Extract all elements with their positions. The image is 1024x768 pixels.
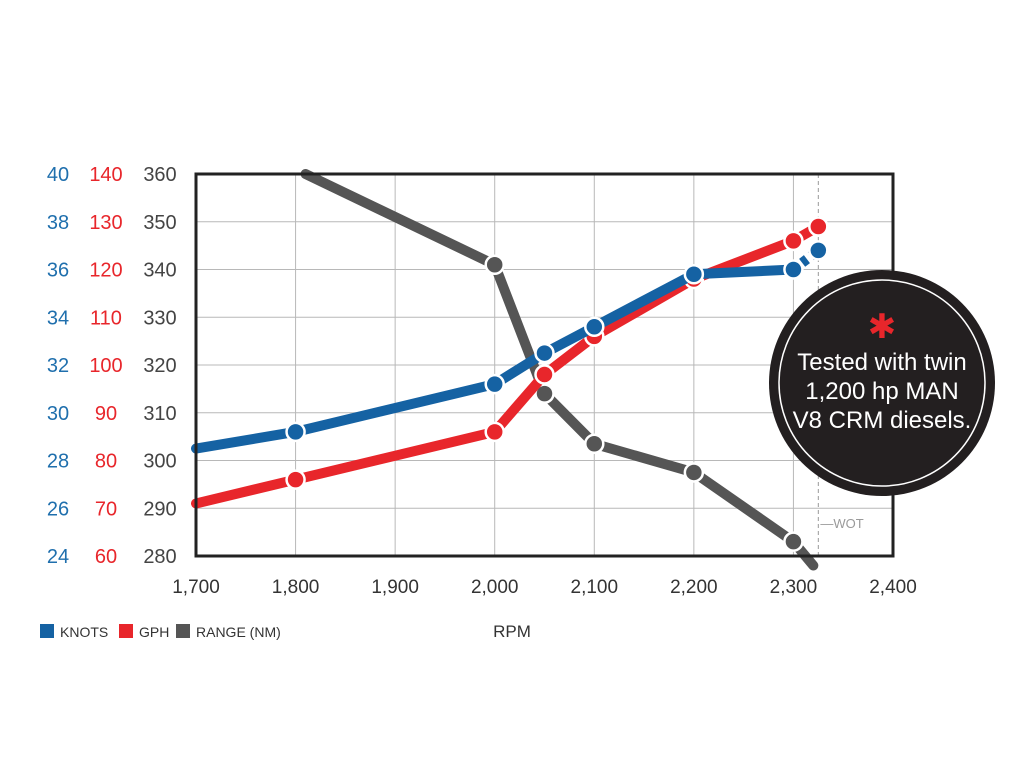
- data-point-knots: [808, 240, 829, 261]
- data-point-knots: [484, 373, 505, 395]
- data-point-range-nm: [484, 254, 505, 275]
- y-axis-gph: 60 70 80 90 100 110 120 130 140: [89, 164, 122, 568]
- y-tick-label-gph: 60: [95, 546, 117, 568]
- x-axis: 1,700 1,800 1,900 2,000 2,100 2,200 2,300 2,400: [172, 577, 917, 598]
- x-tick-label: 1,800: [272, 577, 320, 598]
- y-tick-label-range: 280: [143, 546, 176, 568]
- series-line-range-nm: [300, 169, 819, 571]
- data-point-gph: [783, 230, 804, 252]
- y-tick-label-gph: 110: [90, 307, 122, 329]
- data-point-knots: [534, 342, 555, 364]
- y-tick-label-knots: 32: [47, 355, 69, 377]
- y-tick-label-gph: 120: [89, 260, 122, 282]
- legend-label-gph: GPH: [139, 624, 169, 640]
- annotation-line-3: V8 CRM diesels.: [793, 407, 972, 434]
- x-axis-label: RPM: [493, 622, 531, 641]
- data-point-knots: [683, 264, 705, 285]
- y-tick-label-knots: 28: [47, 451, 69, 473]
- y-tick-label-knots: 30: [47, 403, 69, 425]
- y-tick-label-range: 310: [143, 403, 176, 425]
- y-axis-knots: 24 26 28 30 32 34 36 38 40: [47, 164, 69, 568]
- x-tick-label: 2,200: [670, 577, 718, 598]
- series-line-gph: [191, 221, 824, 509]
- x-tick-label: 1,700: [172, 577, 220, 598]
- legend-swatch-range: [176, 624, 190, 638]
- data-point-knots: [285, 421, 306, 443]
- x-tick-label: 2,000: [471, 577, 519, 598]
- data-point-range-nm: [783, 531, 804, 552]
- annotation-badge: ✱ Tested with twin 1,200 hp MAN V8 CRM d…: [769, 270, 995, 496]
- y-tick-label-range: 330: [143, 307, 176, 329]
- annotation-circle: [769, 270, 995, 496]
- wot-label: —WOT: [820, 516, 863, 531]
- legend: KNOTS GPH RANGE (NM): [40, 624, 281, 640]
- y-tick-label-knots: 36: [47, 260, 69, 282]
- y-tick-label-gph: 90: [95, 403, 117, 425]
- y-tick-label-knots: 24: [47, 546, 69, 568]
- y-tick-label-knots: 34: [47, 307, 69, 329]
- asterisk-icon: ✱: [868, 307, 897, 347]
- y-tick-label-range: 340: [143, 260, 176, 282]
- series-layer: [191, 169, 829, 571]
- x-tick-label: 2,400: [869, 577, 917, 598]
- y-tick-label-range: 320: [143, 355, 176, 377]
- data-point-gph: [534, 364, 555, 385]
- series-range-nm: [300, 169, 819, 571]
- legend-label-knots: KNOTS: [60, 624, 108, 640]
- y-tick-label-range: 300: [143, 451, 176, 473]
- y-tick-label-gph: 100: [89, 355, 122, 377]
- data-point-gph: [285, 469, 306, 490]
- y-tick-label-knots: 26: [47, 498, 69, 520]
- legend-swatch-gph: [119, 624, 133, 638]
- annotation-line-2: 1,200 hp MAN: [805, 378, 958, 405]
- data-point-gph: [808, 216, 829, 237]
- series-knots: [191, 240, 829, 454]
- y-tick-label-gph: 80: [95, 451, 117, 473]
- y-tick-label-gph: 140: [89, 164, 122, 186]
- data-point-knots: [783, 259, 804, 280]
- x-tick-label: 2,100: [571, 577, 619, 598]
- y-tick-label-range: 350: [143, 212, 176, 234]
- data-point-knots: [584, 316, 605, 338]
- legend-label-range: RANGE (NM): [196, 624, 281, 640]
- annotation-line-1: Tested with twin: [797, 349, 966, 376]
- y-tick-label-gph: 70: [95, 498, 117, 520]
- y-tick-label-knots: 38: [47, 212, 69, 234]
- y-tick-label-gph: 130: [89, 212, 122, 234]
- data-point-range-nm: [683, 462, 705, 483]
- legend-swatch-knots: [40, 624, 54, 638]
- x-tick-label: 2,300: [770, 577, 818, 598]
- x-tick-label: 1,900: [371, 577, 419, 598]
- y-axis-range: 280 290 300 310 320 330 340 350 360: [143, 164, 176, 568]
- y-tick-label-knots: 40: [47, 164, 69, 186]
- y-tick-label-range: 360: [143, 164, 176, 186]
- data-point-range-nm: [584, 433, 605, 455]
- annotation-ring: [778, 279, 986, 487]
- data-point-gph: [484, 421, 505, 443]
- y-tick-label-range: 290: [143, 498, 176, 520]
